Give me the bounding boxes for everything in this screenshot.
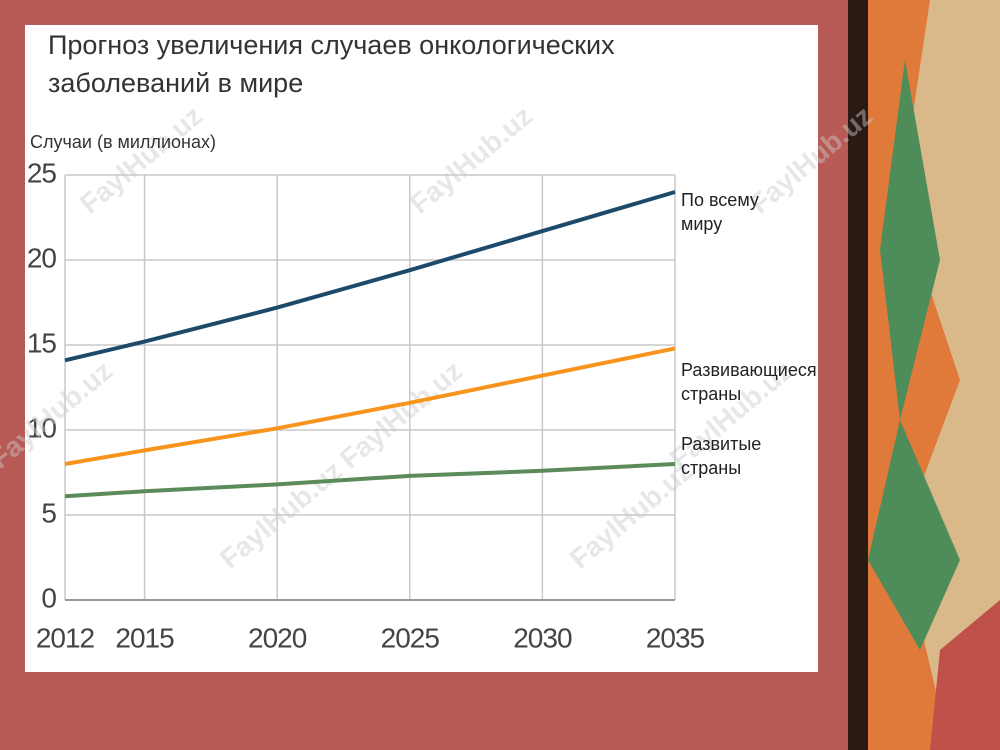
y-tick-label: 5 [41,497,56,528]
chart-title: Прогноз увеличения случаев онкологически… [48,30,615,98]
x-tick-label: 2025 [381,622,440,653]
series-line [64,462,676,499]
y-tick-label: 15 [27,327,57,358]
x-tick-label: 2035 [646,622,705,653]
series-line [64,346,676,466]
x-tick-label: 2020 [248,622,307,653]
x-tick-label: 2012 [36,622,95,653]
panel [25,25,818,672]
x-tick-label: 2015 [115,622,174,653]
decor [868,60,960,650]
y-tick-label: 25 [27,157,57,188]
decor [930,600,1000,750]
y-tick-label: 10 [27,412,57,443]
y-axis-label: Случаи (в миллионах) [30,132,216,152]
border [848,0,868,750]
legend-label: Развитые страны [681,434,762,478]
legend-label: Развивающиеся страны [681,360,817,405]
y-tick-label: 0 [41,582,56,613]
series-line [64,190,676,363]
x-tick-label: 2030 [513,622,572,653]
legend-label: По всему миру [681,190,759,234]
y-tick-label: 20 [27,242,57,273]
